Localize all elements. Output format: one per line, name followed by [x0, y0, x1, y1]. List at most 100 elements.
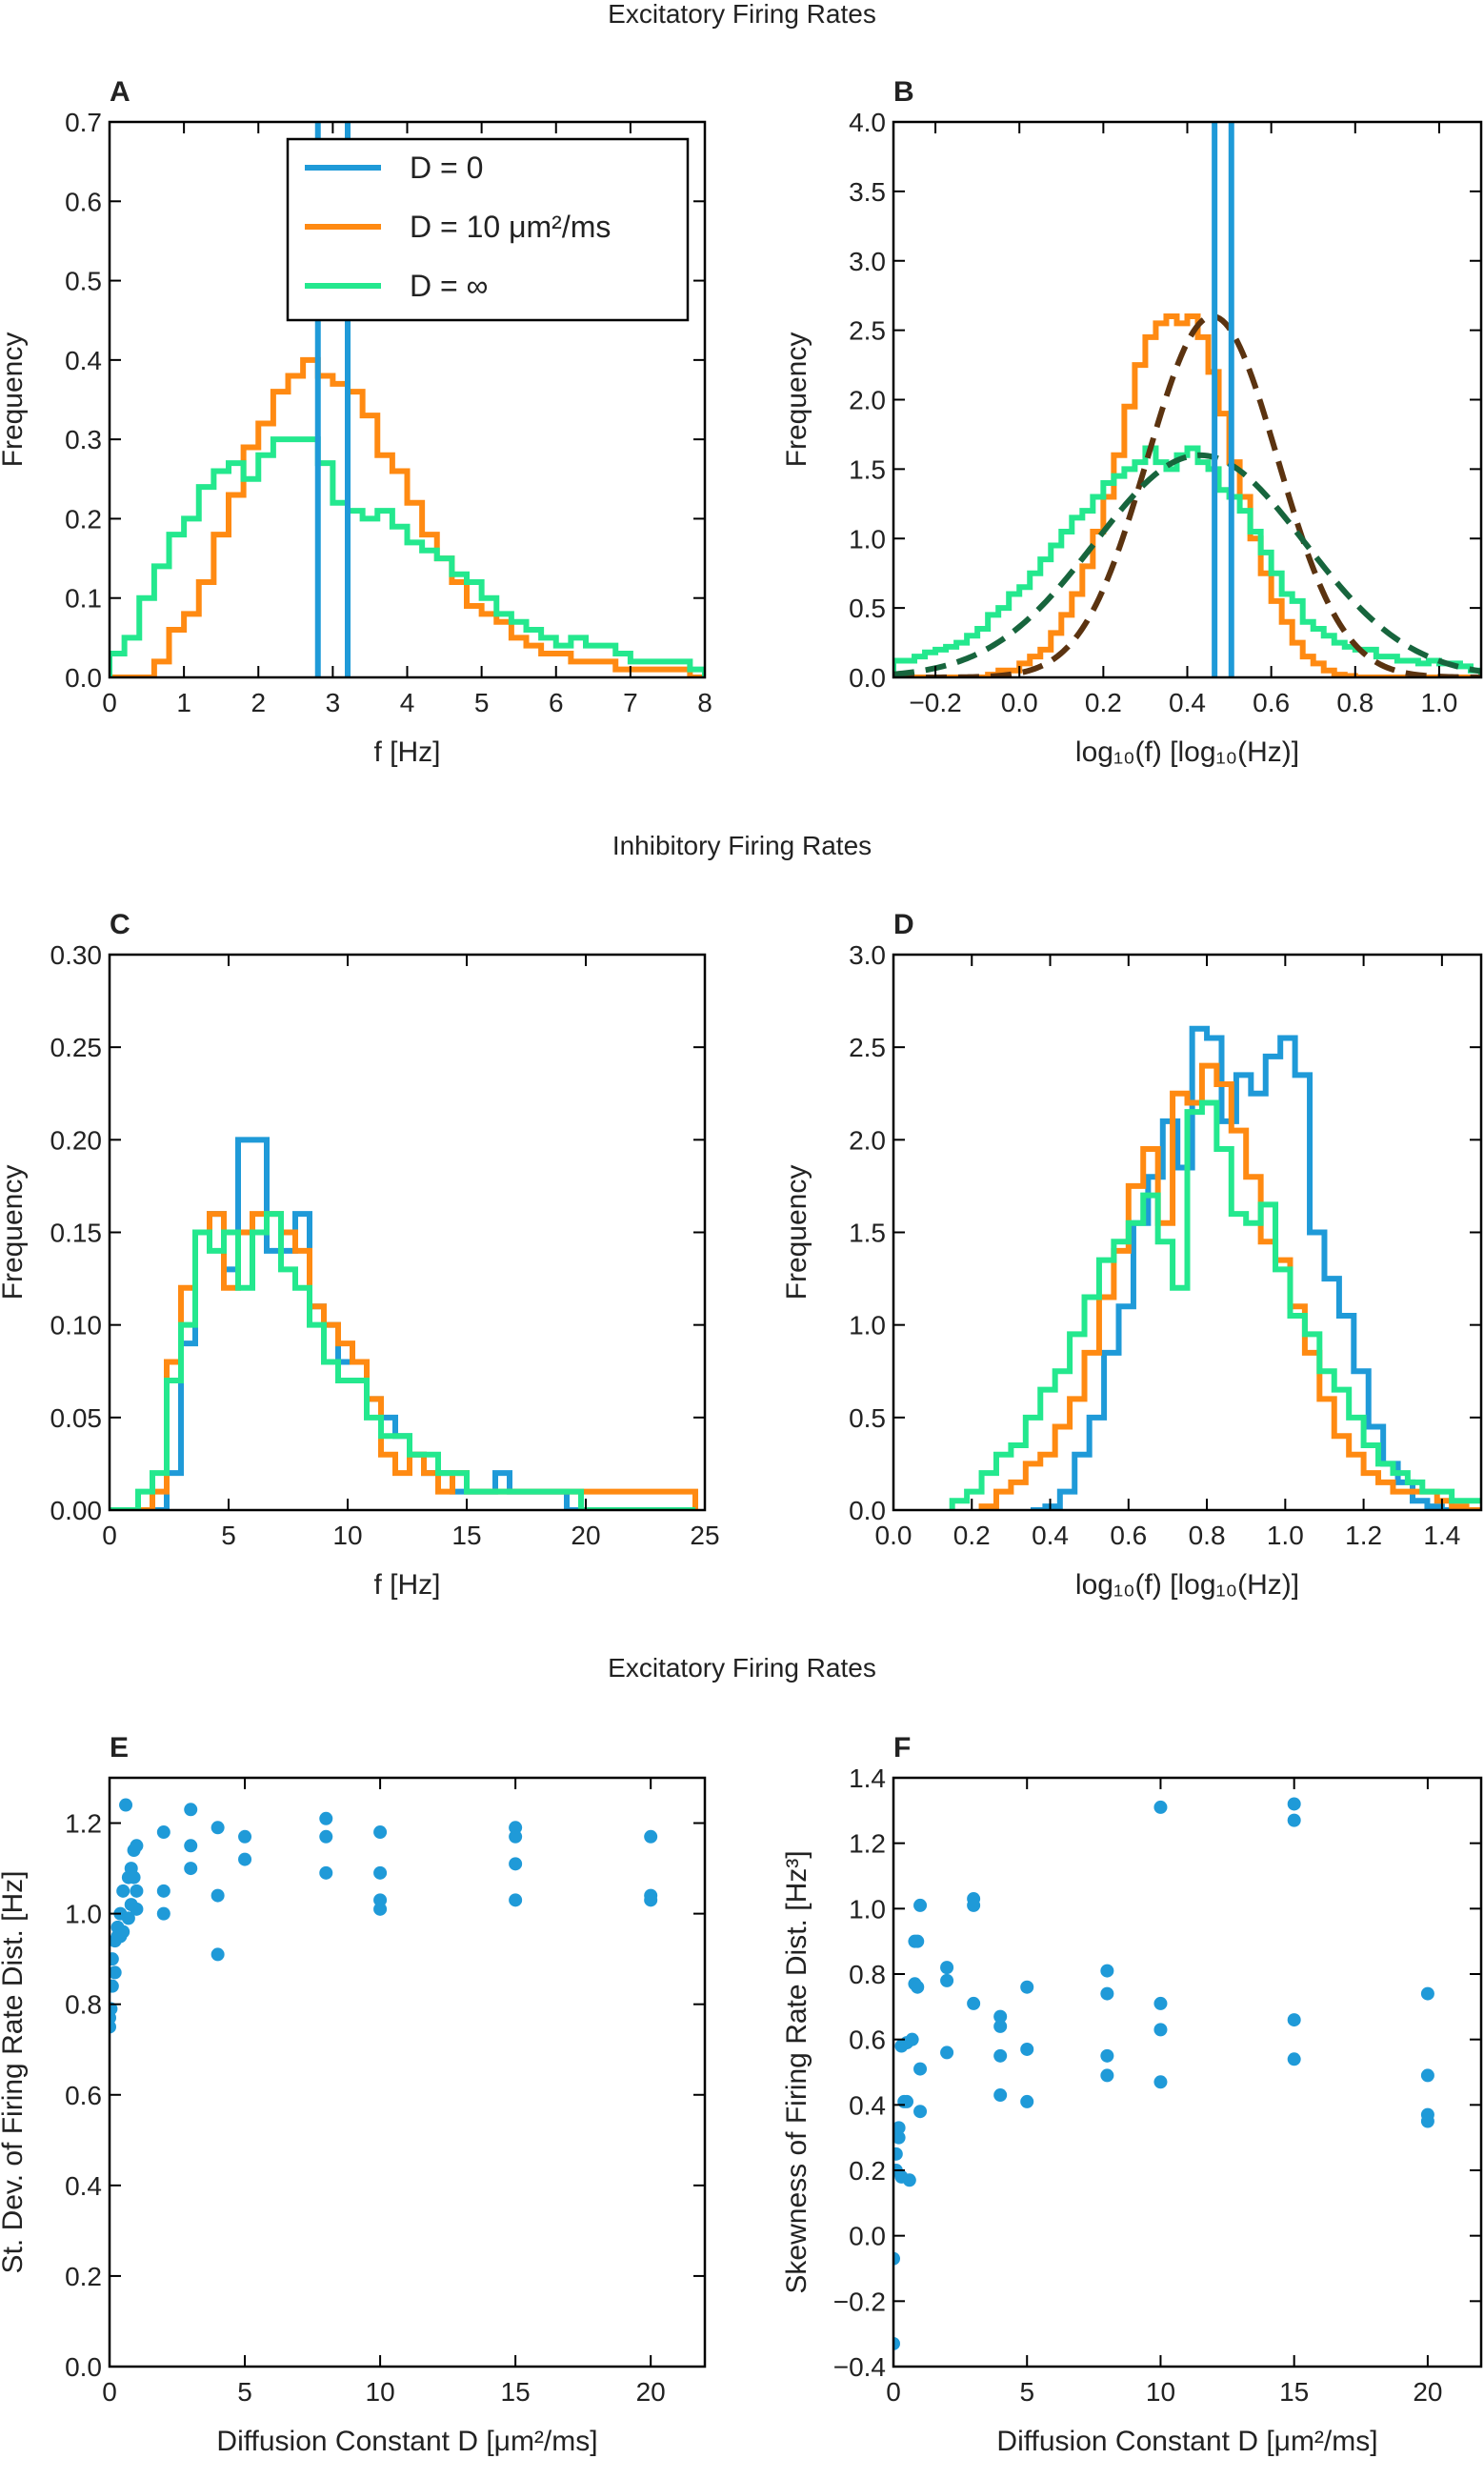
y-tick-label: 0.3 [65, 425, 102, 454]
x-tick-label: 15 [451, 1521, 481, 1550]
axes-frame [892, 120, 1483, 679]
y-tick-label: 0.7 [65, 108, 102, 137]
x-tick-label: 0.8 [1189, 1521, 1226, 1550]
y-tick-label: 1.5 [849, 1219, 886, 1248]
x-tick-label: 25 [690, 1521, 719, 1550]
y-tick-label: 1.0 [849, 1894, 886, 1924]
scatter-point [116, 1884, 130, 1898]
scatter-point [1153, 2023, 1168, 2037]
y-tick-label: 0.2 [65, 2262, 102, 2291]
scatter-point [238, 1829, 252, 1844]
scatter-point [1020, 2042, 1034, 2056]
scatter-point [913, 2105, 928, 2119]
legend: D = 0 D = 10 μm²/ms D = ∞ [286, 137, 690, 322]
y-tick-label: 0.4 [65, 2171, 102, 2201]
scatter-point [1100, 2068, 1114, 2083]
scatter-point [940, 2046, 954, 2060]
y-tick-label: 2.5 [849, 316, 886, 346]
histogram-series-dinf [893, 445, 1481, 677]
scatter-point [119, 1798, 133, 1812]
scatter-point [156, 1884, 170, 1898]
scatter-point [319, 1811, 333, 1825]
x-tick-label: 10 [366, 2377, 395, 2407]
axes-frame [108, 1776, 707, 2368]
scatter-point [893, 2251, 900, 2266]
scatter-point [110, 1979, 119, 1993]
plot-area [949, 1025, 1481, 1510]
x-tick-label: 0 [102, 1521, 117, 1550]
x-tick-label: 0.0 [1001, 688, 1038, 717]
x-tick-label: 10 [332, 1521, 362, 1550]
scatter-point [1287, 1813, 1301, 1827]
x-tick-label: 0.2 [1085, 688, 1122, 717]
section-title-excitatory-top: Excitatory Firing Rates [608, 0, 876, 29]
scatter-point [913, 2062, 928, 2076]
scatter-point [893, 2336, 900, 2350]
x-tick-label: 0.8 [1336, 688, 1374, 717]
x-tick-label: 5 [221, 1521, 236, 1550]
y-tick-label: 0.5 [849, 1403, 886, 1433]
x-tick-label: 0 [102, 2377, 117, 2407]
panel-C: 0 5 10 15 20 25 0.00 0.05 0.10 0.15 0.20 0.25 0.30 f … [0, 909, 720, 1601]
scatter-point [893, 2121, 906, 2135]
y-tick-label: 3.5 [849, 177, 886, 207]
y-tick-label: 0.8 [849, 1960, 886, 1989]
scatter-point [967, 1898, 981, 1912]
scatter-point [644, 1829, 658, 1844]
legend-label-d0: D = 0 [410, 151, 483, 185]
y-tick-label: 0.0 [65, 2352, 102, 2382]
scatter-point [509, 1829, 523, 1844]
histogram-series-d10 [110, 356, 705, 677]
y-tick-label: 2.0 [849, 386, 886, 415]
y-tick-label: 0.25 [50, 1033, 103, 1062]
scatter-point [1287, 2052, 1301, 2066]
y-tick-label: 3.0 [849, 940, 886, 970]
scatter-point [913, 1898, 928, 1912]
scatter-point [373, 1902, 388, 1916]
y-axis-label: Frequency [781, 333, 812, 468]
y-tick-label: −0.2 [833, 2287, 886, 2316]
x-axis-label: log₁₀(f) [log₁₀(Hz)] [1075, 736, 1299, 768]
scatter-point [509, 1893, 523, 1907]
scatter-point [509, 1857, 523, 1871]
scatter-point [130, 1902, 144, 1916]
scatter-point [373, 1825, 388, 1840]
x-tick-label: 7 [623, 688, 638, 717]
scatter-point [121, 1911, 135, 1925]
scatter-point [1153, 1800, 1168, 1814]
x-tick-label: 5 [1019, 2377, 1034, 2407]
x-tick-label: 0.0 [875, 1521, 912, 1550]
scatter-point [1100, 2048, 1114, 2063]
x-tick-label: 1.2 [1345, 1521, 1382, 1550]
fit-curve-fit_orange [893, 313, 1481, 677]
scatter-point [319, 1865, 333, 1880]
scatter-point [993, 2009, 1008, 2024]
y-tick-label: 0.30 [50, 940, 103, 970]
scatter-point [130, 1884, 144, 1898]
panel-label: A [110, 76, 130, 108]
scatter-point [993, 2019, 1008, 2033]
scatter-point [127, 1870, 141, 1884]
y-tick-label: −0.4 [833, 2352, 886, 2382]
section-title-inhibitory: Inhibitory Firing Rates [612, 831, 872, 860]
y-tick-label: 1.5 [849, 454, 886, 484]
y-tick-label: 0.5 [849, 594, 886, 623]
x-tick-label: 15 [1279, 2377, 1309, 2407]
histogram-series-dinf [110, 436, 705, 677]
x-axis-label: f [Hz] [373, 1569, 440, 1601]
y-tick-label: 0.1 [65, 584, 102, 614]
x-tick-label: 4 [400, 688, 415, 717]
scatter-point [116, 1925, 130, 1939]
x-tick-label: 20 [636, 2377, 666, 2407]
x-tick-label: −0.2 [909, 688, 961, 717]
panel-label: F [893, 1732, 911, 1764]
x-tick-label: 6 [549, 688, 564, 717]
scatter-point [130, 1839, 144, 1853]
plot-area [893, 1797, 1434, 2350]
scatter-point [211, 1821, 225, 1835]
x-tick-label: 0.4 [1032, 1521, 1069, 1550]
x-axis-label: Diffusion Constant D [μm²/ms] [216, 2426, 597, 2457]
x-tick-label: 1.0 [1420, 688, 1457, 717]
legend-label-dinf: D = ∞ [410, 269, 488, 303]
x-tick-label: 1 [176, 688, 191, 717]
